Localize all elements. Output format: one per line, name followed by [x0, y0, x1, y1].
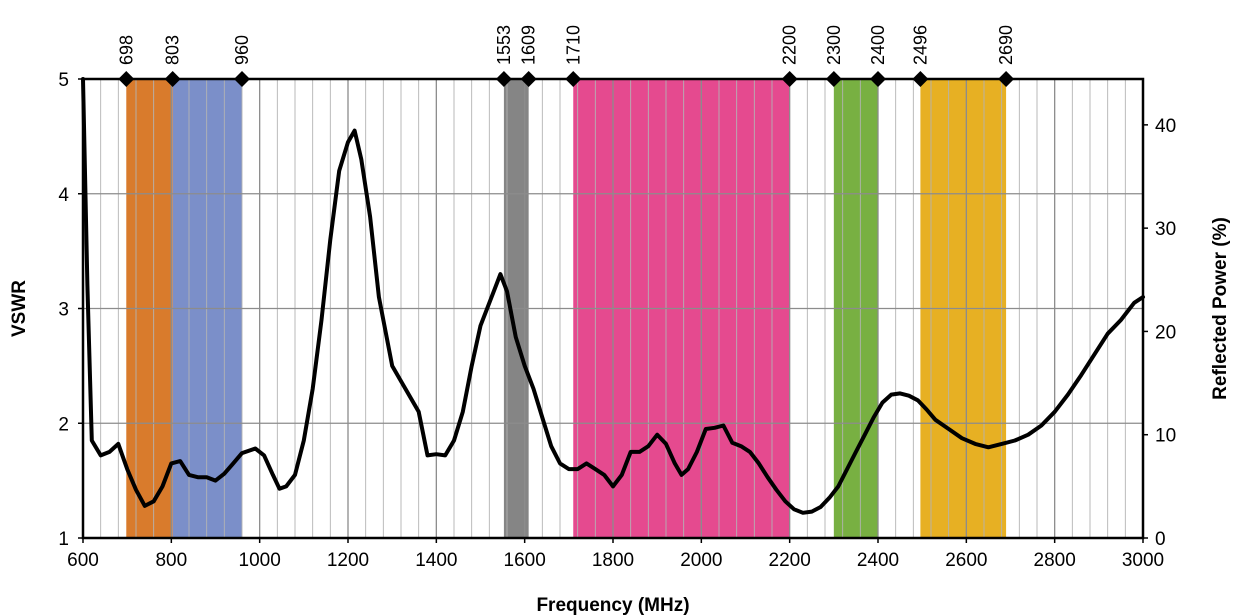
series-line-0 [81, 77, 1145, 515]
band-marker-label: 960 [232, 35, 252, 65]
y2-tick-label: 30 [1155, 219, 1176, 240]
gridlines [83, 79, 1143, 538]
x-tick-label: 2600 [945, 550, 987, 571]
band-marker-label: 2690 [996, 25, 1016, 65]
y-tick-label: 4 [58, 185, 69, 206]
y-tick-label: 2 [58, 414, 69, 435]
y2-axis-title: Reflected Power (%) [1210, 217, 1231, 400]
y2-tick-label: 20 [1155, 322, 1176, 343]
x-tick-label: 3000 [1122, 550, 1164, 571]
band-marker-label: 698 [116, 35, 136, 65]
band-marker [825, 71, 842, 87]
x-axis-title: Frequency (MHz) [536, 595, 689, 615]
x-tick-label: 1000 [239, 550, 281, 571]
x-tick-label: 1800 [592, 550, 634, 571]
y2-tick-label: 40 [1155, 116, 1176, 137]
band-marker [495, 71, 512, 87]
y2-tick-label: 0 [1155, 529, 1166, 550]
y-tick-label: 3 [58, 300, 69, 321]
band-marker [164, 71, 181, 87]
x-tick-label: 2400 [857, 550, 899, 571]
y-tick-label: 5 [58, 70, 69, 91]
band-marker [234, 71, 250, 87]
y2-tick-label: 10 [1155, 426, 1176, 447]
x-tick-label: 600 [67, 550, 99, 571]
x-tick-label: 2000 [680, 550, 722, 571]
vswr-series [81, 77, 1145, 515]
x-tick-label: 1200 [327, 550, 369, 571]
x-tick-label: 2200 [769, 550, 811, 571]
y-axis-title: VSWR [9, 280, 30, 337]
band-marker-label: 2200 [780, 25, 800, 65]
x-tick-label: 1400 [415, 550, 457, 571]
band-marker-label: 2300 [824, 25, 844, 65]
band-marker-label: 2496 [910, 25, 930, 65]
band-marker [998, 71, 1015, 87]
x-tick-label: 2800 [1034, 550, 1076, 571]
band-marker-label: 2400 [868, 25, 888, 65]
band-marker [520, 71, 537, 87]
band-marker [565, 71, 582, 87]
x-tick-label: 1600 [504, 550, 546, 571]
band-edge-markers: 698 803 960 1553 1609 1710 2200 2300 2400 2496 269… [116, 25, 1016, 87]
y-tick-label: 1 [58, 529, 69, 550]
band-marker-label: 803 [163, 35, 183, 65]
band-marker [118, 71, 135, 87]
band-marker [781, 71, 798, 87]
axis-ticks: 600 800 1000 1200 1400 1600 1800 2000 2200 2400 26… [58, 70, 1176, 571]
band-marker-label: 1553 [494, 25, 514, 65]
band-marker [912, 71, 929, 87]
band-marker-label: 1609 [519, 25, 539, 65]
x-tick-label: 800 [155, 550, 187, 571]
band-marker [870, 71, 886, 87]
band-marker-label: 1710 [563, 25, 583, 65]
